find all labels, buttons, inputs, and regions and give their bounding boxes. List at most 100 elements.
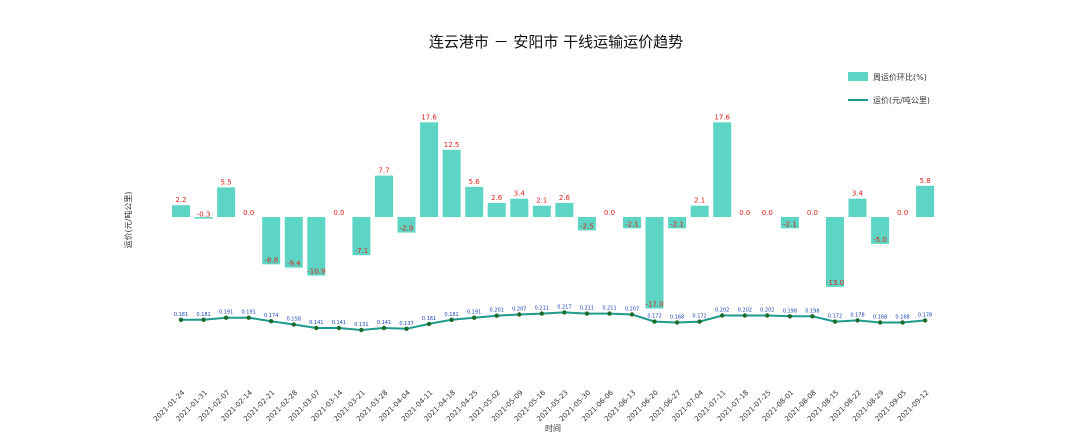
line-point: [449, 317, 454, 322]
point-label: 0.178: [918, 312, 932, 318]
point-label: 0.181: [174, 312, 188, 318]
bar-label: -8.8: [264, 256, 278, 264]
line-point: [178, 317, 184, 322]
bar-label: 0.0: [897, 209, 908, 217]
point-label: 0.207: [625, 307, 639, 313]
bar-label: -9.4: [287, 260, 301, 268]
bar-label: 12.5: [444, 141, 460, 149]
bar: [284, 217, 303, 268]
bar: [577, 217, 596, 231]
point-label: 0.191: [467, 310, 481, 316]
line-point: [539, 311, 544, 316]
bar-label: 17.6: [714, 113, 730, 121]
bar: [352, 217, 371, 256]
bar-series: [172, 122, 935, 309]
bar: [487, 203, 506, 217]
bar-label: -2.1: [670, 220, 684, 228]
point-label: 0.178: [850, 312, 864, 318]
line-point: [855, 318, 860, 323]
line-path: [181, 311, 926, 332]
point-label: 0.181: [444, 312, 458, 318]
bar-label: 3.4: [852, 190, 864, 198]
line-point: [674, 320, 680, 325]
line-point: [359, 327, 364, 333]
point-label: 0.168: [670, 315, 684, 321]
line-point: [223, 315, 229, 320]
bar: [645, 217, 664, 309]
point-label: 0.141: [377, 320, 391, 326]
line-point: [742, 313, 747, 318]
point-label: 0.191: [242, 310, 256, 316]
point-label: 0.202: [760, 308, 774, 314]
bar: [262, 217, 281, 265]
bar-label: -0.3: [197, 211, 211, 219]
bar-label: -17.0: [645, 301, 663, 309]
legend-bar-swatch: [848, 72, 868, 81]
point-label: 0.217: [557, 304, 571, 310]
bar-label: -2.1: [625, 220, 639, 228]
line-point: [314, 325, 319, 331]
bar-label: 5.8: [920, 177, 931, 185]
point-label: 0.198: [783, 308, 797, 314]
line-point: [877, 320, 883, 325]
bar-label: 2.6: [559, 194, 571, 202]
bar-label: 2.1: [536, 197, 547, 205]
legend-bar-label: 周运价环比(%): [873, 72, 927, 82]
bar-label: 5.6: [469, 178, 481, 186]
point-label: 0.201: [490, 308, 504, 314]
bar: [217, 187, 236, 217]
bar-label: -7.1: [355, 247, 369, 255]
line-point: [810, 314, 815, 319]
bar-label: 2.1: [694, 197, 705, 205]
bar: [623, 217, 641, 229]
point-label: 0.131: [354, 322, 368, 328]
point-label: 0.168: [873, 315, 887, 321]
bar: [307, 217, 326, 276]
bar-label: 0.0: [604, 209, 615, 217]
line-point: [562, 310, 567, 315]
bar: [532, 205, 551, 217]
bar-label: -5.0: [873, 236, 887, 244]
line-point: [426, 321, 432, 327]
y-axis-label: 运价(元/吨公里): [123, 192, 133, 249]
bar: [690, 205, 709, 217]
line-point: [607, 311, 612, 316]
bar-label: 2.6: [491, 194, 503, 202]
bar-label: 0.0: [807, 209, 818, 217]
bar-label: -2.9: [400, 225, 414, 233]
bar-label: -13.0: [826, 279, 844, 287]
bar: [713, 122, 732, 217]
line-point: [336, 325, 342, 331]
line-point: [922, 318, 928, 323]
bar: [826, 217, 844, 287]
point-label: 0.168: [895, 315, 909, 321]
legend: 周运价环比(%) 运价(元/吨公里): [848, 72, 930, 105]
line-point: [720, 313, 725, 318]
bar: [465, 186, 484, 217]
line-point: [201, 317, 206, 322]
point-label: 0.141: [309, 320, 323, 326]
line-point: [404, 326, 409, 331]
line-point: [787, 314, 793, 319]
point-label: 0.211: [535, 306, 549, 312]
bar-label: 0.0: [739, 209, 750, 217]
point-label: 0.141: [332, 320, 346, 326]
point-label: 0.172: [692, 314, 706, 320]
point-label: 0.172: [647, 314, 661, 320]
bar-label: 5.5: [221, 178, 232, 186]
bar: [194, 217, 213, 219]
point-label: 0.161: [422, 316, 436, 322]
line-point: [494, 313, 499, 318]
x-axis-label: 时间: [545, 423, 561, 432]
bar: [442, 149, 461, 218]
bar-label: 2.2: [175, 196, 186, 204]
bar: [420, 122, 439, 217]
point-label: 0.211: [580, 306, 594, 312]
bar: [510, 198, 529, 217]
legend-line-label: 运价(元/吨公里): [873, 95, 930, 105]
point-label: 0.172: [828, 314, 842, 320]
line-point: [832, 319, 838, 324]
bar-label: 3.4: [514, 190, 526, 198]
bar: [780, 217, 799, 229]
